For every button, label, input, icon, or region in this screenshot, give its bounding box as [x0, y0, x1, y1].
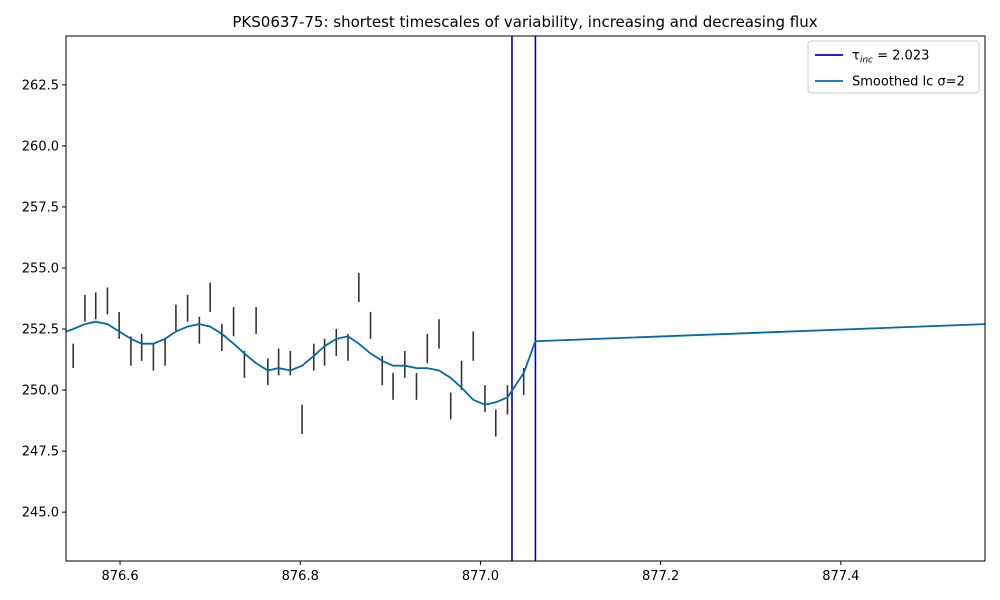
plot-area	[65, 36, 986, 561]
legend-label-main: Smoothed lc σ=2	[852, 75, 965, 90]
smoothed-series-line	[65, 320, 986, 406]
vline-group	[511, 36, 537, 561]
y-tick-label: 262.5	[22, 78, 59, 93]
x-tick-label: 877.2	[642, 569, 679, 584]
x-tick-label: 876.6	[101, 569, 138, 584]
y-tick-label: 257.5	[22, 200, 59, 215]
legend: τinc = 2.023 Smoothed lc σ=2	[807, 40, 980, 94]
legend-label: Smoothed lc σ=2	[852, 75, 965, 90]
y-tick-label: 252.5	[22, 323, 59, 338]
axes-frame	[65, 35, 986, 562]
x-tick-label: 877.4	[822, 569, 859, 584]
y-tick-label: 247.5	[22, 445, 59, 460]
y-tick-label: 245.0	[22, 506, 59, 521]
legend-label: τinc = 2.023	[852, 49, 929, 66]
errorbar-group	[72, 272, 525, 437]
legend-box	[807, 40, 980, 94]
chart-title: PKS0637-75: shortest timescales of varia…	[232, 13, 817, 31]
x-tick-label: 876.8	[282, 569, 319, 584]
legend-label-value: = 2.023	[873, 49, 929, 64]
x-tick-label: 877.0	[462, 569, 499, 584]
y-axis-ticks: 245.0 247.5 250.0 252.5 255.0 257.5 260.0 262.5	[22, 78, 66, 521]
legend-label-subscript: inc	[860, 56, 873, 66]
x-axis-ticks: 876.6 876.8 877.0 877.2 877.4	[101, 561, 859, 584]
y-tick-label: 260.0	[22, 139, 59, 154]
y-tick-label: 250.0	[22, 384, 59, 399]
legend-label-main: τ	[852, 49, 860, 64]
series-group	[65, 320, 986, 406]
y-tick-label: 255.0	[22, 261, 59, 276]
